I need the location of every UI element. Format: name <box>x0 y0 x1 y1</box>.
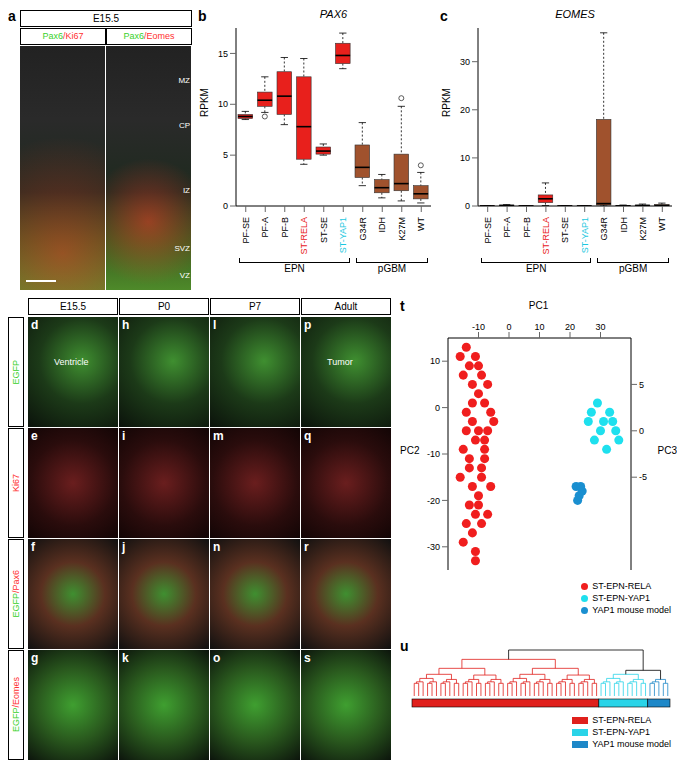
svg-text:IDH: IDH <box>619 217 629 233</box>
svg-text:0: 0 <box>435 403 440 413</box>
svg-text:IDH: IDH <box>377 217 387 233</box>
html-text:Adult: Adult <box>334 301 358 312</box>
svg-text:0: 0 <box>506 322 511 332</box>
html-text:g: g <box>31 651 39 665</box>
svg-text:0: 0 <box>639 426 644 436</box>
html-text:f: f <box>31 540 35 554</box>
svg-text:PF-A: PF-A <box>260 217 270 238</box>
html-text:/Pax6: /Pax6 <box>11 570 21 594</box>
html-text:Tumor: Tumor <box>327 357 353 367</box>
html-text:n: n <box>213 540 221 554</box>
svg-text:20: 20 <box>565 322 575 332</box>
html-text:k: k <box>122 651 129 665</box>
html-text:E15.5: E15.5 <box>59 301 87 312</box>
svg-text:RPKM: RPKM <box>441 88 452 117</box>
svg-text:10: 10 <box>534 322 544 332</box>
html-text:m: m <box>213 429 224 443</box>
svg-text:PF-SE: PF-SE <box>483 217 493 244</box>
svg-text:30: 30 <box>460 57 470 67</box>
svg-text:K27M: K27M <box>397 217 407 241</box>
html-text:Ki67: Ki67 <box>11 474 21 492</box>
html-text:P0: P0 <box>157 301 171 312</box>
svg-text:ST-YAP1: ST-YAP1 <box>338 217 348 253</box>
html-text:i: i <box>122 429 126 443</box>
html-text:SVZ: SVZ <box>174 244 190 253</box>
svg-text:K27M: K27M <box>638 217 648 241</box>
svg-text:ST-YAP1: ST-YAP1 <box>580 217 590 253</box>
html-text:r: r <box>304 540 309 554</box>
svg-text:-5: -5 <box>639 472 647 482</box>
html-text:PC2: PC2 <box>400 445 420 456</box>
svg-text:20: 20 <box>460 105 470 115</box>
html-text:Pax6 /Eomes: Pax6 /Eomes <box>123 31 175 41</box>
html-text:b: b <box>198 8 207 24</box>
html-text:q: q <box>304 429 312 443</box>
html-text:EOMES: EOMES <box>555 8 595 20</box>
svg-text:5: 5 <box>639 380 644 390</box>
svg-text:RPKM: RPKM <box>199 88 210 117</box>
html-text:EGFP: EGFP <box>11 593 21 618</box>
svg-text:10: 10 <box>218 99 228 109</box>
svg-text:-20: -20 <box>427 496 440 506</box>
svg-text:PF-A: PF-A <box>502 217 512 238</box>
svg-text:ST-SE: ST-SE <box>560 217 570 243</box>
html-text:ST-EPN-RELA: ST-EPN-RELA <box>592 581 652 591</box>
html-text:Pax6 /Ki67: Pax6 /Ki67 <box>42 31 84 41</box>
html-text:h: h <box>122 318 130 332</box>
html-text:/Eomes: /Eomes <box>11 677 21 708</box>
svg-text:0: 0 <box>465 201 470 211</box>
svg-text:-10: -10 <box>427 449 440 459</box>
html-text:E15.5: E15.5 <box>92 13 120 24</box>
html-text:u: u <box>400 638 409 654</box>
html-text:o: o <box>213 651 221 665</box>
html-text:pGBM: pGBM <box>619 263 648 274</box>
html-text:p: p <box>304 318 312 332</box>
html-text:PAX6: PAX6 <box>319 8 348 20</box>
html-text:EGFP: EGFP <box>11 708 21 733</box>
html-text:e: e <box>31 429 38 443</box>
html-text:l: l <box>213 318 217 332</box>
svg-text:10: 10 <box>460 153 470 163</box>
svg-text:PF-B: PF-B <box>280 217 290 238</box>
html-text:EPN: EPN <box>284 263 305 274</box>
html-text:P7: P7 <box>248 301 262 312</box>
svg-text:WT: WT <box>657 217 667 231</box>
html-text:EPN: EPN <box>525 263 547 274</box>
html-text:d: d <box>31 318 39 332</box>
html-text:CP: CP <box>178 121 190 130</box>
html-text:ST-EPN-YAP1: ST-EPN-YAP1 <box>592 727 650 737</box>
html-text:Ventricle: Ventricle <box>54 357 89 367</box>
html-text:EGFP: EGFP <box>11 359 21 385</box>
html-text:t: t <box>400 298 405 314</box>
html-text:c: c <box>440 8 448 24</box>
svg-text:ST-RELA: ST-RELA <box>541 217 551 255</box>
svg-text:-10: -10 <box>472 322 485 332</box>
svg-text:G34R: G34R <box>358 217 368 241</box>
svg-text:15: 15 <box>218 49 228 59</box>
html-text:ST-EPN-YAP1: ST-EPN-YAP1 <box>592 593 650 603</box>
html-text:j: j <box>122 540 126 554</box>
html-text:PC3: PC3 <box>657 445 677 456</box>
svg-text:5: 5 <box>223 150 228 160</box>
html-text:PC1: PC1 <box>528 300 549 311</box>
svg-text:30: 30 <box>595 322 605 332</box>
html-text:ST-EPN-RELA: ST-EPN-RELA <box>592 715 652 725</box>
html-text:YAP1 mouse model: YAP1 mouse model <box>592 739 671 749</box>
svg-text:0: 0 <box>223 201 228 211</box>
svg-text:WT: WT <box>416 217 426 231</box>
svg-text:-30: -30 <box>427 542 440 552</box>
svg-text:PF-SE: PF-SE <box>241 217 251 244</box>
svg-text:G34R: G34R <box>599 217 609 241</box>
html-text:a: a <box>8 8 16 24</box>
html-text:s: s <box>304 651 311 665</box>
html-text:YAP1 mouse model: YAP1 mouse model <box>592 605 671 615</box>
svg-text:10: 10 <box>430 356 440 366</box>
svg-text:PF-B: PF-B <box>522 217 532 238</box>
svg-text:ST-SE: ST-SE <box>319 217 329 243</box>
html-text:IZ: IZ <box>182 186 190 195</box>
html-text:pGBM: pGBM <box>377 263 407 274</box>
svg-text:ST-RELA: ST-RELA <box>299 217 309 255</box>
html-text:VZ: VZ <box>179 271 190 280</box>
html-text:MZ: MZ <box>178 76 190 85</box>
